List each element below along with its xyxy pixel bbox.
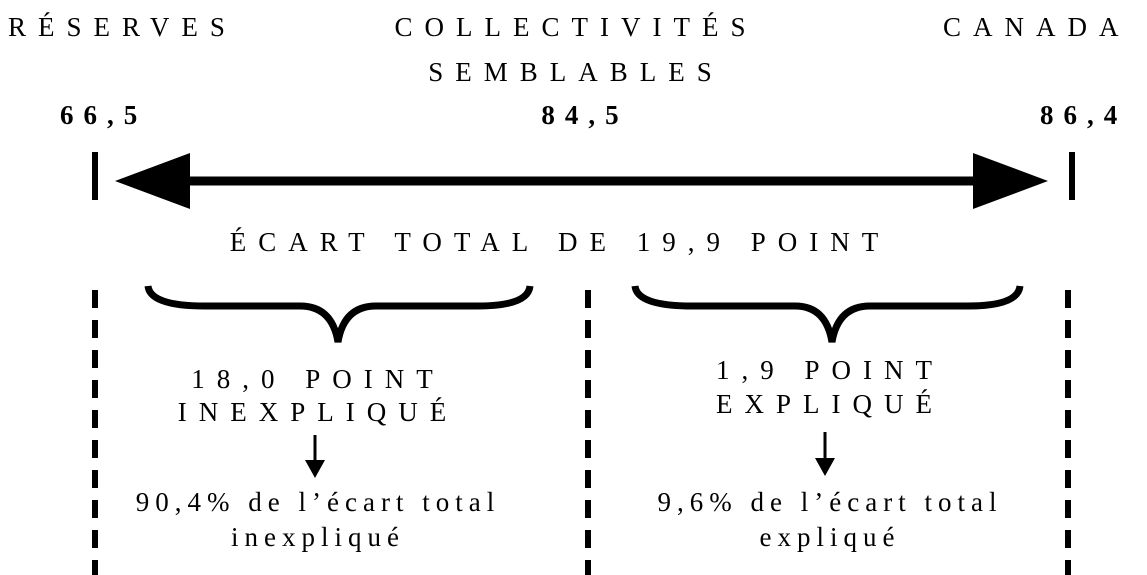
down-arrow-head bbox=[305, 460, 325, 478]
brace bbox=[144, 285, 534, 343]
unexplained-share: inexpliqué bbox=[231, 522, 405, 552]
label-communities: SEMBLABLES bbox=[428, 57, 724, 87]
label-canada: CANADA bbox=[943, 12, 1131, 42]
label-communities: COLLECTIVITÉS bbox=[395, 12, 758, 42]
value-reserves: 66,5 bbox=[60, 100, 147, 130]
label-reserves: RÉSERVES bbox=[8, 12, 237, 42]
value-canada: 86,4 bbox=[1040, 100, 1127, 130]
brace bbox=[631, 285, 1024, 343]
explained-label: EXPLIQUÉ bbox=[716, 389, 944, 419]
explained-share: expliqué bbox=[760, 522, 901, 552]
arrow-head bbox=[973, 153, 1048, 209]
arrow-head bbox=[115, 153, 190, 209]
explained-points: 1,9 POINT bbox=[716, 355, 944, 385]
value-communities: 84,5 bbox=[541, 100, 628, 130]
unexplained-label: INEXPLIQUÉ bbox=[178, 397, 458, 427]
explained-share: 9,6% de l’écart total bbox=[658, 487, 1003, 517]
total-gap: ÉCART TOTAL DE 19,9 POINT bbox=[230, 227, 890, 257]
unexplained-share: 90,4% de l’écart total bbox=[136, 487, 500, 517]
unexplained-points: 18,0 POINT bbox=[191, 364, 445, 394]
down-arrow-head bbox=[815, 458, 835, 476]
